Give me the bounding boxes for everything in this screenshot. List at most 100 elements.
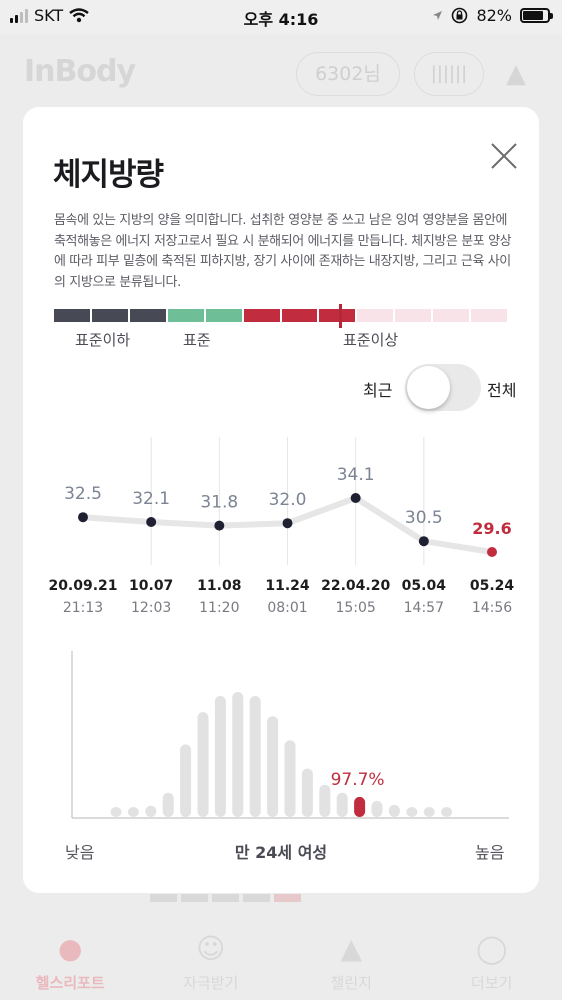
toggle-label-all: 전체 — [487, 381, 517, 400]
distribution-bar — [145, 805, 157, 817]
health-report-icon: ● — [58, 932, 83, 965]
data-point — [78, 512, 88, 523]
tab-label: 자극받기 — [183, 974, 239, 992]
distribution-bar — [232, 692, 244, 817]
distribution-bar — [180, 744, 192, 817]
tab-motivation: ☺ 자극받기 — [141, 922, 282, 1000]
scale-segment — [205, 309, 242, 322]
distribution-bar — [423, 807, 435, 817]
distribution-bar-chart: 97.7% — [71, 651, 509, 819]
data-point — [350, 493, 361, 503]
scale-segment — [357, 309, 394, 322]
data-point — [146, 517, 157, 527]
bottom-tab-bar: ● 헬스리포트 ☺ 자극받기 ▲ 챌린지 ◯ 더보기 — [0, 922, 562, 1000]
distribution-bar — [354, 796, 366, 817]
x-tick-time: 14:56 — [472, 600, 512, 616]
scale-segment — [243, 309, 280, 322]
user-button: 6302님 — [296, 52, 400, 96]
modal-description: 몸속에 있는 지방의 양을 의미합니다. 섭취한 영양분 중 쓰고 남은 잉여 … — [54, 213, 512, 290]
flame-icon: ▲ — [340, 932, 363, 965]
x-tick-date: 05.24 — [470, 578, 515, 594]
scale-segment — [167, 309, 204, 322]
x-tick-date: 05.04 — [402, 578, 447, 594]
x-tick-time: 14:57 — [404, 600, 444, 616]
bell-icon: ▲ — [506, 59, 526, 89]
x-tick-time: 15:05 — [335, 600, 375, 616]
toggle-knob[interactable] — [407, 366, 450, 409]
tab-label: 챌린지 — [330, 974, 372, 992]
orientation-lock-icon — [452, 7, 468, 24]
scale-segment — [319, 309, 356, 322]
distribution-bar — [214, 696, 226, 817]
status-right: 82% — [432, 6, 553, 25]
app-logo: InBody — [24, 54, 136, 89]
battery-percent: 82% — [476, 6, 512, 25]
distribution-bar — [110, 807, 122, 817]
distribution-bar — [249, 696, 261, 817]
distribution-bar — [319, 784, 331, 817]
data-label: 32.0 — [269, 490, 307, 510]
scale-segment — [281, 309, 318, 322]
tab-more: ◯ 더보기 — [422, 922, 562, 1000]
data-point — [214, 520, 225, 531]
data-label: 34.1 — [337, 465, 375, 485]
trend-line-chart: 32.5 20.09.21 21:13 32.1 10.07 12:03 31.8 11.08… — [48, 437, 515, 616]
distribution-bar — [197, 712, 209, 817]
dist-label-group: 만 24세 여성 — [234, 843, 328, 862]
x-tick-time: 21:13 — [63, 600, 103, 616]
data-label: 32.5 — [64, 484, 102, 504]
battery-icon — [520, 8, 553, 23]
tab-label: 헬스리포트 — [35, 974, 105, 992]
tab-label: 더보기 — [471, 974, 513, 992]
background-mini-scale — [150, 894, 301, 902]
distribution-bar — [388, 804, 400, 817]
x-tick-time: 12:03 — [131, 600, 171, 616]
modal-title: 체지방량 — [53, 157, 164, 193]
tab-challenge: ▲ 챌린지 — [281, 922, 422, 1000]
x-tick-date: 20.09.21 — [48, 578, 117, 594]
distribution-bar — [441, 807, 453, 817]
more-icon: ◯ — [476, 932, 508, 965]
standard-range-scale — [54, 309, 508, 322]
scale-segment — [395, 309, 432, 322]
toggle-label-recent: 최근 — [363, 381, 393, 400]
distribution-bar — [162, 792, 174, 817]
info-modal: 체지방량 몸속에 있는 지방의 양을 의미합니다. 섭취한 영양분 중 쓰고 남… — [23, 107, 539, 893]
dist-label-high: 높음 — [475, 843, 505, 862]
scale-label-above: 표준이상 — [343, 331, 399, 349]
cellular-signal-icon — [10, 8, 28, 23]
x-tick-date: 22.04.20 — [321, 578, 390, 594]
data-label: 31.8 — [200, 493, 238, 513]
data-label: 32.1 — [132, 489, 170, 509]
scale-segment — [91, 309, 128, 322]
current-value-marker — [339, 304, 342, 328]
distribution-bar — [336, 792, 348, 817]
scale-segment — [433, 309, 470, 322]
close-icon[interactable] — [488, 140, 520, 172]
status-left: SKT — [10, 6, 89, 25]
x-tick-date: 11.08 — [197, 578, 241, 594]
x-tick-date: 11.24 — [265, 578, 310, 594]
scale-segment — [471, 309, 508, 322]
motivation-icon: ☺ — [196, 932, 226, 965]
data-point — [487, 547, 497, 557]
barcode-icon: |||||| — [414, 52, 484, 96]
x-tick-time: 08:01 — [267, 600, 307, 616]
period-toggle[interactable] — [405, 364, 481, 411]
percentile-label: 97.7% — [331, 770, 385, 790]
distribution-bar — [284, 740, 296, 817]
distribution-bar — [127, 807, 139, 817]
location-arrow-icon — [433, 11, 443, 20]
status-time: 오후 4:16 — [243, 10, 319, 29]
data-label: 29.6 — [472, 519, 511, 538]
data-point — [282, 518, 293, 529]
data-label: 30.5 — [405, 508, 443, 528]
wifi-icon — [69, 8, 89, 23]
tab-health-report: ● 헬스리포트 — [0, 922, 141, 1000]
dist-label-low: 낮음 — [65, 843, 95, 862]
data-point — [418, 536, 429, 547]
distribution-bar — [267, 716, 279, 817]
x-tick-date: 10.07 — [129, 578, 173, 594]
x-tick-time: 11:20 — [199, 600, 239, 616]
scale-segment — [129, 309, 166, 322]
